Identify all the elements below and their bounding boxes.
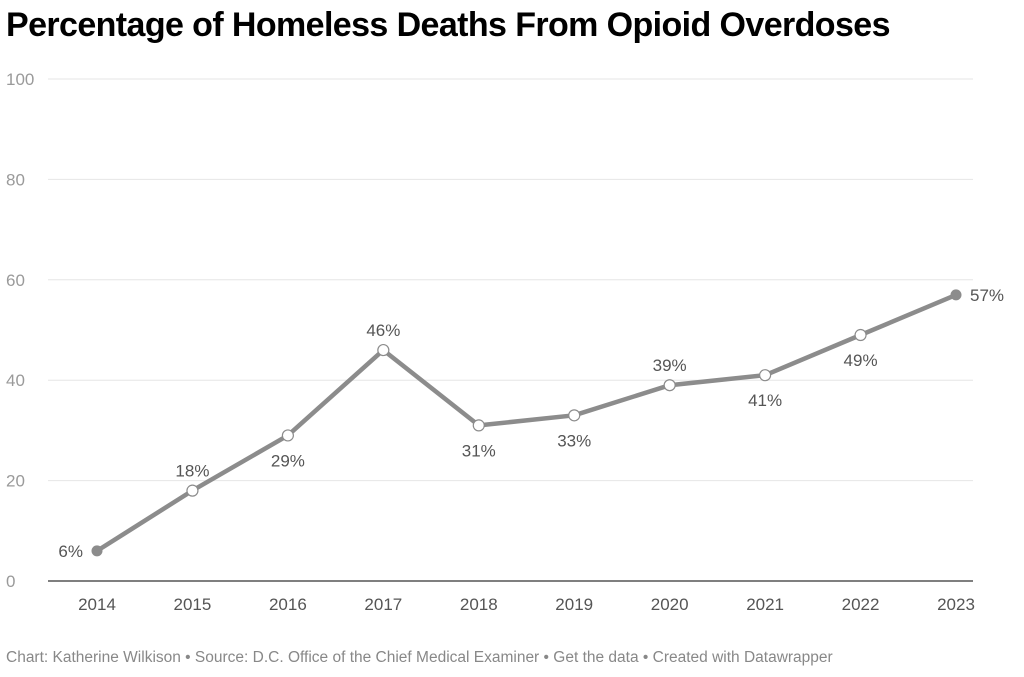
data-label: 57% [970,286,1004,305]
x-tick-label: 2017 [364,595,402,614]
data-point [281,429,294,442]
data-label: 39% [653,356,687,375]
x-axis: 2014 2015 2016 2017 2018 2019 2020 2021 2022 2023 [48,580,975,614]
y-tick-label: 40 [6,371,25,390]
y-tick-label: 80 [6,170,25,189]
x-tick-label: 2020 [651,595,689,614]
data-label: 6% [58,542,83,561]
x-tick-label: 2014 [78,595,116,614]
y-tick-label: 20 [6,472,25,491]
data-label: 49% [844,351,878,370]
data-point [91,545,103,557]
separator: • [539,649,554,666]
data-point [950,289,962,301]
data-label: 46% [366,321,400,340]
data-point [472,419,485,432]
x-tick-label: 2018 [460,595,498,614]
y-tick-label: 100 [6,70,34,89]
data-point [186,484,199,497]
separator: • [638,649,653,666]
y-tick-label: 60 [6,271,25,290]
chart-title: Percentage of Homeless Deaths From Opioi… [6,6,891,44]
data-label: 33% [557,431,591,450]
source-text: Source: D.C. Office of the Chief Medical… [194,649,540,666]
y-tick-label: 0 [6,572,15,591]
grid-layer: 0 20 40 60 80 100 [6,70,973,591]
x-tick-label: 2022 [842,595,880,614]
data-point [663,379,676,392]
x-tick-label: 2015 [174,595,212,614]
x-tick-label: 2019 [555,595,593,614]
data-point [377,343,390,357]
x-tick-label: 2023 [937,595,975,614]
chart-footer: Chart: Katherine Wilkison • Source: D.C.… [6,649,833,667]
data-point [854,328,867,342]
series-line [94,292,959,554]
data-label: 31% [462,441,496,460]
data-label: 18% [175,462,209,481]
get-the-data-link[interactable]: Get the data [553,649,639,666]
data-point [759,369,772,382]
data-point [568,409,581,422]
data-labels: 6% 18% 29% 46% 31% 33% 39% 41% 49% 57% [58,286,1004,561]
data-label: 41% [748,391,782,410]
x-tick-label: 2021 [746,595,784,614]
separator: • [180,649,195,666]
series-layer [91,289,962,557]
datawrapper-link[interactable]: Created with Datawrapper [652,649,833,666]
x-tick-label: 2016 [269,595,307,614]
credit-text: Chart: Katherine Wilkison [6,649,181,666]
data-label: 29% [271,451,305,470]
